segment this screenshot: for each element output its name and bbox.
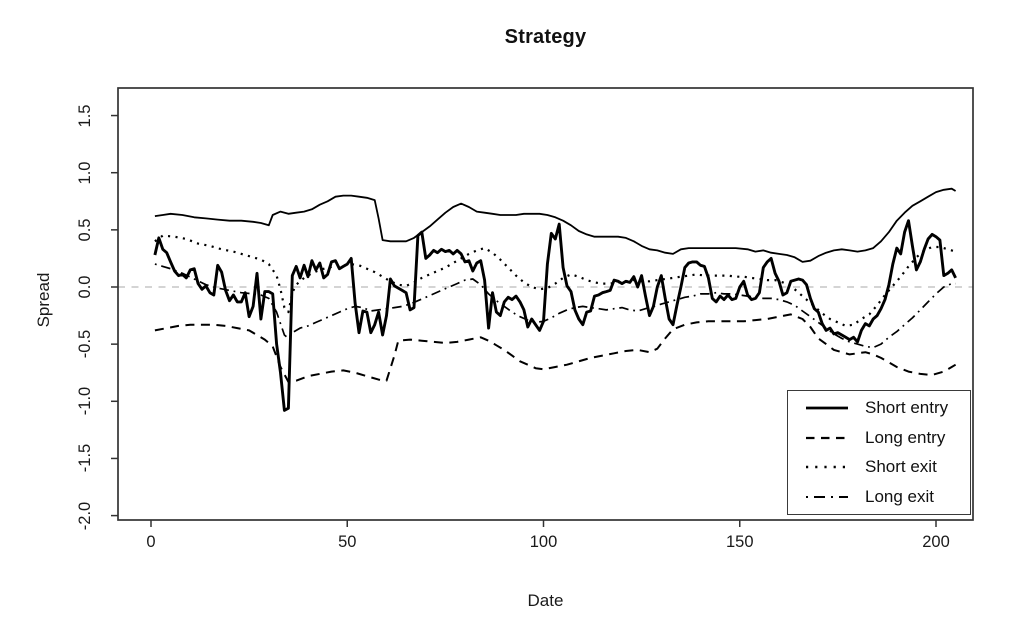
y-tick-label: 0.0 [76, 275, 94, 299]
legend-item-long-exit: Long exit [805, 484, 970, 509]
legend-line-sample-dashdot [806, 495, 848, 498]
series-long-exit [154, 263, 956, 349]
legend-item-long-entry: Long entry [805, 425, 970, 450]
legend-line-sample-dotted [806, 466, 848, 469]
legend-label: Long exit [865, 486, 934, 506]
legend-line-sample-dashed [806, 436, 848, 439]
y-tick-label: -0.5 [76, 329, 94, 359]
chart-title: Strategy [504, 26, 587, 48]
series-long-entry [154, 313, 957, 383]
legend-line-sample-solid [806, 406, 848, 410]
y-tick-label: -1.0 [76, 387, 94, 416]
y-axis-label: Spread [34, 272, 53, 328]
y-tick-label: 1.0 [76, 161, 94, 185]
plot-border [117, 87, 974, 521]
legend: Short entry Long entry Short exit Long exit [787, 390, 971, 515]
x-axis-label: Date [527, 591, 564, 610]
legend-item-short-exit: Short exit [805, 455, 970, 480]
y-tick-label: -1.5 [76, 444, 94, 473]
series-spread [153, 219, 957, 412]
x-tick-label: 150 [725, 533, 754, 551]
x-tick-label: 50 [338, 533, 357, 551]
legend-item-short-entry: Short entry [805, 396, 970, 421]
x-tick-label: 100 [529, 533, 558, 551]
y-tick-label: 0.5 [76, 218, 94, 242]
legend-label: Short entry [865, 398, 949, 418]
series-short-entry [154, 187, 957, 263]
y-tick-label: 1.5 [76, 104, 94, 128]
legend-label: Long entry [865, 427, 946, 447]
y-tick-label: -2.0 [76, 501, 94, 530]
legend-label: Short exit [865, 457, 937, 477]
x-tick-label: 0 [146, 533, 156, 551]
series-short-exit [154, 234, 956, 327]
x-tick-label: 200 [922, 533, 950, 551]
